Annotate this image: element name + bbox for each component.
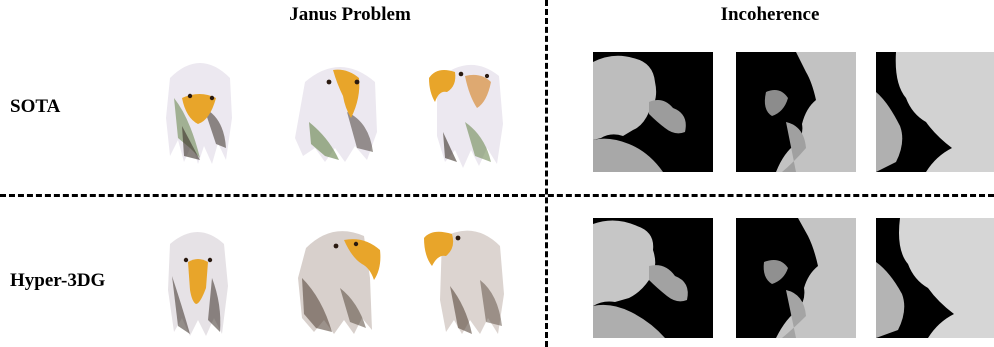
- hyper-eagle-side: [420, 216, 510, 338]
- hyper-eagle-front: [160, 216, 235, 338]
- sota-eagle-side: [425, 52, 510, 170]
- hyper-depth-map-2: [736, 218, 856, 338]
- sota-depth-map-3: [876, 52, 994, 172]
- horizontal-divider: [0, 194, 994, 197]
- sota-eagle-three-quarter: [285, 52, 385, 167]
- sota-eagle-front: [160, 48, 240, 166]
- hyper-depth-map-3: [876, 218, 994, 338]
- hyper-eagle-three-quarter: [292, 218, 387, 338]
- vertical-divider: [545, 0, 548, 347]
- sota-depth-map-2: [736, 52, 856, 172]
- row-label-hyper-3dg: Hyper-3DG: [10, 270, 106, 291]
- sota-depth-map-1: [593, 52, 713, 172]
- janus-problem-header: Janus Problem: [289, 4, 411, 25]
- row-label-sota: SOTA: [10, 96, 61, 117]
- hyper-depth-map-1: [593, 218, 713, 338]
- incoherence-header: Incoherence: [720, 4, 820, 25]
